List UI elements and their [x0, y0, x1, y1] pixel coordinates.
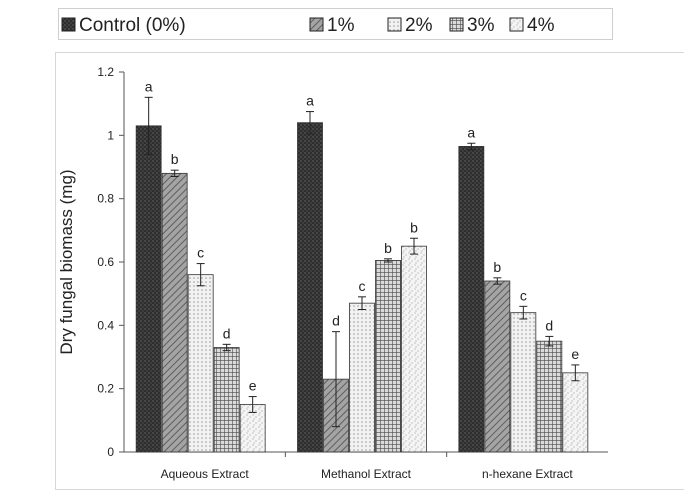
y-tick-label: 0.4	[97, 318, 114, 332]
significance-letter: c	[359, 278, 366, 294]
significance-letter: e	[571, 346, 579, 362]
bar	[187, 274, 214, 453]
significance-letter: b	[410, 219, 418, 235]
significance-letter: a	[145, 78, 153, 94]
bar	[458, 146, 485, 453]
x-ticks	[284, 452, 448, 457]
y-tick-label: 1.2	[97, 65, 114, 79]
bar	[213, 347, 240, 453]
bar	[484, 280, 511, 453]
significance-letter: c	[197, 245, 204, 261]
y-tick-label: 1	[107, 128, 114, 142]
bar	[536, 340, 563, 453]
bar	[510, 312, 537, 453]
y-tick-label: 0	[107, 445, 114, 459]
significance-letter: d	[332, 313, 340, 329]
significance-letter: a	[306, 93, 314, 109]
bar	[349, 302, 375, 453]
legend-items: Control (0%) 1% 2% 3% 4%	[61, 15, 555, 36]
legend-label: 3%	[467, 15, 495, 36]
legend-swatch	[449, 17, 464, 32]
significance-letter: e	[249, 378, 257, 394]
significance-letter: a	[467, 124, 475, 140]
bars	[135, 122, 589, 453]
significance-letters: a b c d e a d c b b a b c d e	[145, 78, 580, 393]
significance-letter: d	[545, 317, 553, 333]
plot-frame	[55, 52, 684, 490]
legend-swatch	[387, 17, 402, 32]
y-ticks: 0 0.2 0.4 0.6 0.8 1 1.2	[97, 65, 124, 459]
bar	[562, 372, 589, 453]
y-axis: 0 0.2 0.4 0.6 0.8 1 1.2 Dry fungal biomass (mg…	[57, 65, 125, 459]
significance-letter: b	[171, 151, 179, 167]
legend-label: 4%	[527, 15, 555, 36]
category-label: n-hexane Extract	[482, 467, 573, 481]
significance-letter: c	[520, 287, 527, 303]
bar	[297, 122, 323, 453]
y-tick-label: 0.6	[97, 255, 114, 269]
legend-label: Control (0%)	[79, 15, 186, 36]
bar	[135, 125, 162, 453]
y-axis-label: Dry fungal biomass (mg)	[57, 169, 76, 354]
error-bars	[144, 96, 580, 428]
significance-letter: d	[223, 325, 231, 341]
category-label: Aqueous Extract	[161, 467, 250, 481]
significance-letter: b	[384, 240, 392, 256]
legend-swatch	[61, 17, 76, 32]
legend-swatch	[509, 17, 524, 32]
y-tick-label: 0.2	[97, 382, 114, 396]
y-tick-label: 0.8	[97, 192, 114, 206]
category-labels: Aqueous Extract Methanol Extract n-hexane …	[161, 467, 574, 481]
significance-letter: b	[493, 259, 501, 275]
bar	[401, 245, 427, 453]
legend-label: 1%	[327, 15, 355, 36]
legend-swatch	[309, 17, 324, 32]
legend-label: 2%	[405, 15, 433, 36]
bar	[161, 172, 188, 453]
bar	[375, 260, 401, 453]
category-label: Methanol Extract	[321, 467, 412, 481]
